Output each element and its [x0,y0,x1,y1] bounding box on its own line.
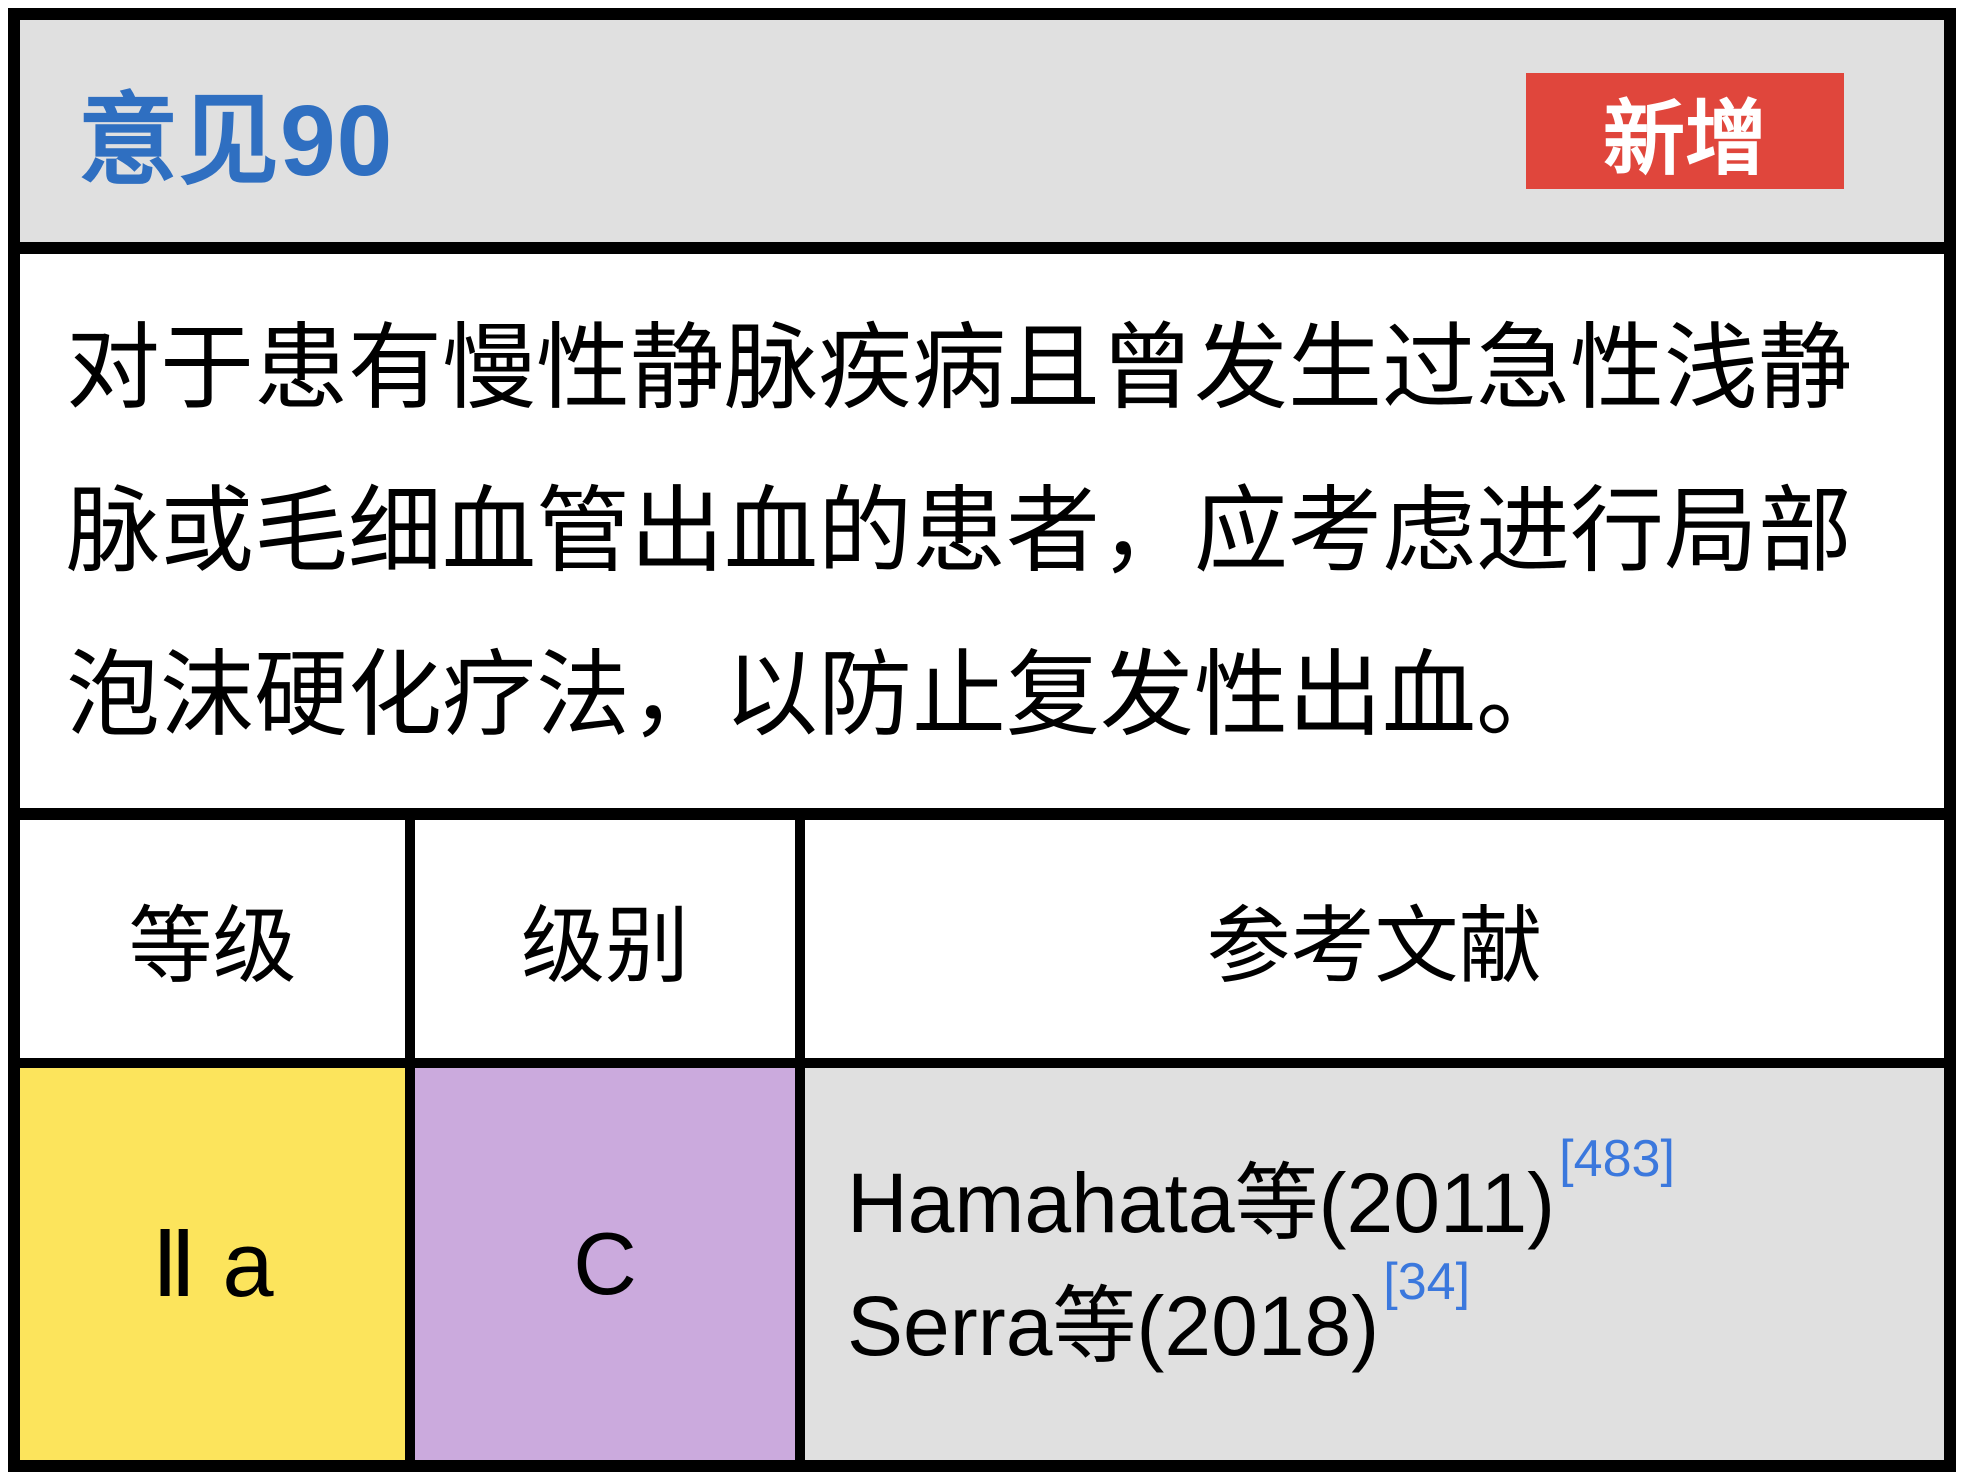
new-badge: 新增 [1526,73,1844,189]
opinion-title: 意见90 [78,84,394,197]
recommendation-card: 意见90 新增 对于患有慢性静脉疾病且曾发生过急性浅静脉或毛细血管出血的患者，应… [8,8,1956,1472]
column-header-level: 级别 [415,820,795,1058]
reference-item: Serra等(2018)[34] [847,1256,1470,1368]
column-header-references: 参考文献 [805,820,1944,1058]
column-header-grade: 等级 [20,820,405,1058]
grade-value-cell: Ⅱ a [20,1068,405,1460]
level-value-cell: C [415,1068,795,1460]
recommendation-section: 对于患有慢性静脉疾病且曾发生过急性浅静脉或毛细血管出血的患者，应考虑进行局部泡沫… [20,254,1944,820]
reference-text: Hamahata等(2011) [847,1156,1556,1250]
reference-text: Serra等(2018) [847,1279,1380,1373]
references-cell: Hamahata等(2011)[483] Serra等(2018)[34] [805,1068,1944,1460]
recommendation-text: 对于患有慢性静脉疾病且曾发生过急性浅静脉或毛细血管出血的患者，应考虑进行局部泡沫… [66,314,1853,747]
citation-link[interactable]: [483] [1559,1129,1675,1188]
evidence-table: 等级 级别 参考文献 Ⅱ a C Hamahata等(2011)[483] Se… [20,820,1944,1460]
card-header: 意见90 新增 [20,20,1944,254]
citation-link[interactable]: [34] [1383,1252,1471,1311]
reference-item: Hamahata等(2011)[483] [847,1133,1675,1245]
